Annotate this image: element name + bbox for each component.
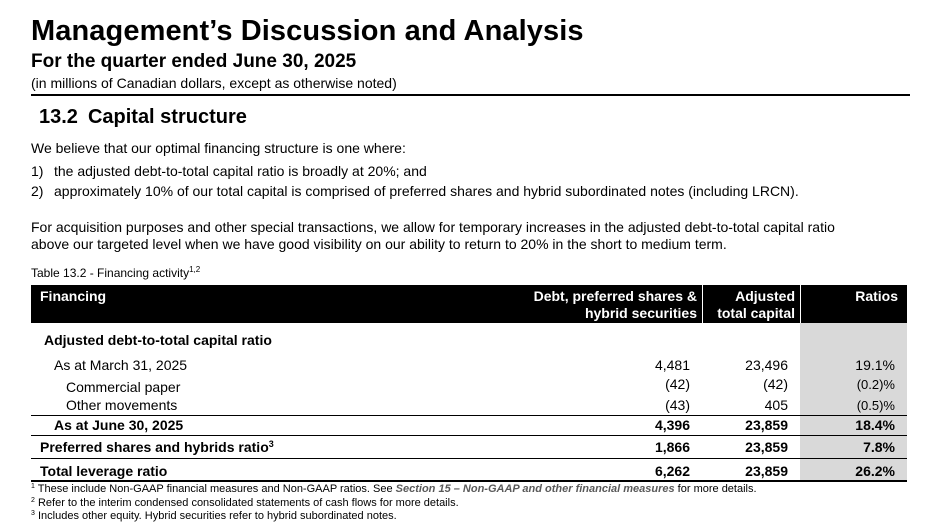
row-label: Preferred shares and hybrids ratio3	[40, 439, 274, 455]
list-item: 1) the adjusted debt-to-total capital rat…	[31, 163, 427, 179]
row-divider	[31, 435, 907, 436]
row-divider	[31, 415, 907, 416]
cell-debt: (43)	[665, 397, 690, 413]
cell-ratio: (0.5)%	[856, 398, 895, 413]
ratio-column-shade	[800, 323, 907, 480]
cell-adjusted-capital: 23,859	[745, 463, 788, 479]
cell-adjusted-capital: 23,859	[745, 439, 788, 455]
cell-ratio: 19.1%	[855, 357, 895, 373]
cell-ratio: 18.4%	[855, 417, 895, 433]
footnote: 2 Refer to the interim condensed consoli…	[31, 497, 459, 509]
row-label: Other movements	[66, 397, 178, 413]
cell-debt: 4,481	[654, 357, 690, 373]
footnote-number: 3	[31, 510, 35, 517]
header-divider	[31, 94, 910, 96]
column-separator	[800, 285, 801, 323]
cell-adjusted-capital: (42)	[763, 376, 788, 392]
list-text: the adjusted debt-to-total capital ratio…	[54, 163, 427, 179]
table-caption: Table 13.2 - Financing activity1,2	[31, 265, 200, 280]
page-subtitle: For the quarter ended June 30, 2025	[31, 51, 357, 72]
section-number: 13.2	[39, 106, 78, 128]
section-heading: 13.2 Capital structure	[39, 106, 247, 129]
paragraph-line: For acquisition purposes and other speci…	[31, 219, 835, 235]
column-separator	[702, 285, 703, 323]
row-label: Total leverage ratio	[40, 463, 168, 479]
table-row: As at March 31, 2025 4,481 23,496 19.1%	[31, 357, 907, 375]
cell-debt: (42)	[665, 376, 690, 392]
footnote-text: These include Non-GAAP financial measure…	[37, 483, 396, 495]
cell-ratio: (0.2)%	[856, 377, 895, 392]
footnote-text: Includes other equity. Hybrid securities…	[37, 510, 397, 522]
intro-paragraph: We believe that our optimal financing st…	[31, 140, 406, 156]
column-header-debt-line2: hybrid securities	[584, 305, 697, 321]
footnote: 3 Includes other equity. Hybrid securiti…	[31, 510, 397, 522]
table-caption-text: Table 13.2 - Financing activity	[31, 266, 190, 280]
table-row: Total leverage ratio 6,262 23,859 26.2%	[31, 463, 907, 481]
footnote-text: for more details.	[674, 483, 757, 495]
page-title: Management’s Discussion and Analysis	[31, 15, 584, 47]
table-row: Other movements (43) 405 (0.5)%	[31, 397, 907, 415]
footnote-number: 2	[31, 497, 35, 504]
cell-adjusted-capital: 23,859	[745, 417, 788, 433]
paragraph-line: above our targeted level when we have go…	[31, 236, 727, 252]
column-header-adjusted-capital: Adjusted total capital	[717, 288, 795, 322]
footnote: 1 These include Non-GAAP financial measu…	[31, 483, 757, 495]
cell-adjusted-capital: 405	[764, 397, 788, 413]
list-text: approximately 10% of our total capital i…	[54, 183, 799, 199]
row-label: As at June 30, 2025	[54, 417, 184, 433]
column-header-ratios: Ratios	[855, 288, 898, 304]
column-header-debt-line1: Debt, preferred shares &	[533, 288, 697, 304]
row-label-text: Preferred shares and hybrids ratio	[40, 439, 269, 455]
units-note: (in millions of Canadian dollars, except…	[31, 75, 397, 91]
column-header-adj-line2: total capital	[717, 305, 795, 321]
cell-adjusted-capital: 23,496	[745, 357, 788, 373]
row-label: Adjusted debt-to-total capital ratio	[44, 332, 272, 348]
table-row: Preferred shares and hybrids ratio3 1,86…	[31, 439, 907, 457]
cell-debt: 1,866	[654, 439, 690, 455]
table-bottom-rule	[31, 480, 907, 482]
row-label: As at March 31, 2025	[54, 357, 188, 373]
list-marker: 2)	[31, 183, 44, 199]
footnote-text: Refer to the interim condensed consolida…	[37, 497, 459, 509]
row-label: Commercial paper	[66, 379, 181, 395]
footnote-ref: 1,2	[189, 265, 201, 274]
column-header-financing: Financing	[40, 288, 107, 304]
column-header-debt: Debt, preferred shares & hybrid securiti…	[534, 288, 697, 322]
list-item: 2) approximately 10% of our total capital…	[31, 183, 799, 199]
table-row: Adjusted debt-to-total capital ratio	[31, 332, 907, 350]
table-row: As at June 30, 2025 4,396 23,859 18.4%	[31, 417, 907, 435]
list-marker: 1)	[31, 163, 44, 179]
section-title: Capital structure	[87, 106, 247, 128]
section-reference-link[interactable]: Section 15 – Non-GAAP and other financia…	[395, 483, 675, 495]
table-header: Financing Debt, preferred shares & hybri…	[31, 285, 907, 323]
row-divider	[31, 458, 907, 459]
cell-ratio: 7.8%	[863, 439, 895, 455]
cell-debt: 6,262	[654, 463, 690, 479]
column-header-adj-line1: Adjusted	[735, 288, 795, 304]
cell-ratio: 26.2%	[855, 463, 895, 479]
cell-debt: 4,396	[654, 417, 690, 433]
table-row: Commercial paper (42) (42) (0.2)%	[31, 376, 907, 395]
footnote-ref: 3	[268, 439, 274, 449]
footnote-number: 1	[31, 483, 35, 490]
